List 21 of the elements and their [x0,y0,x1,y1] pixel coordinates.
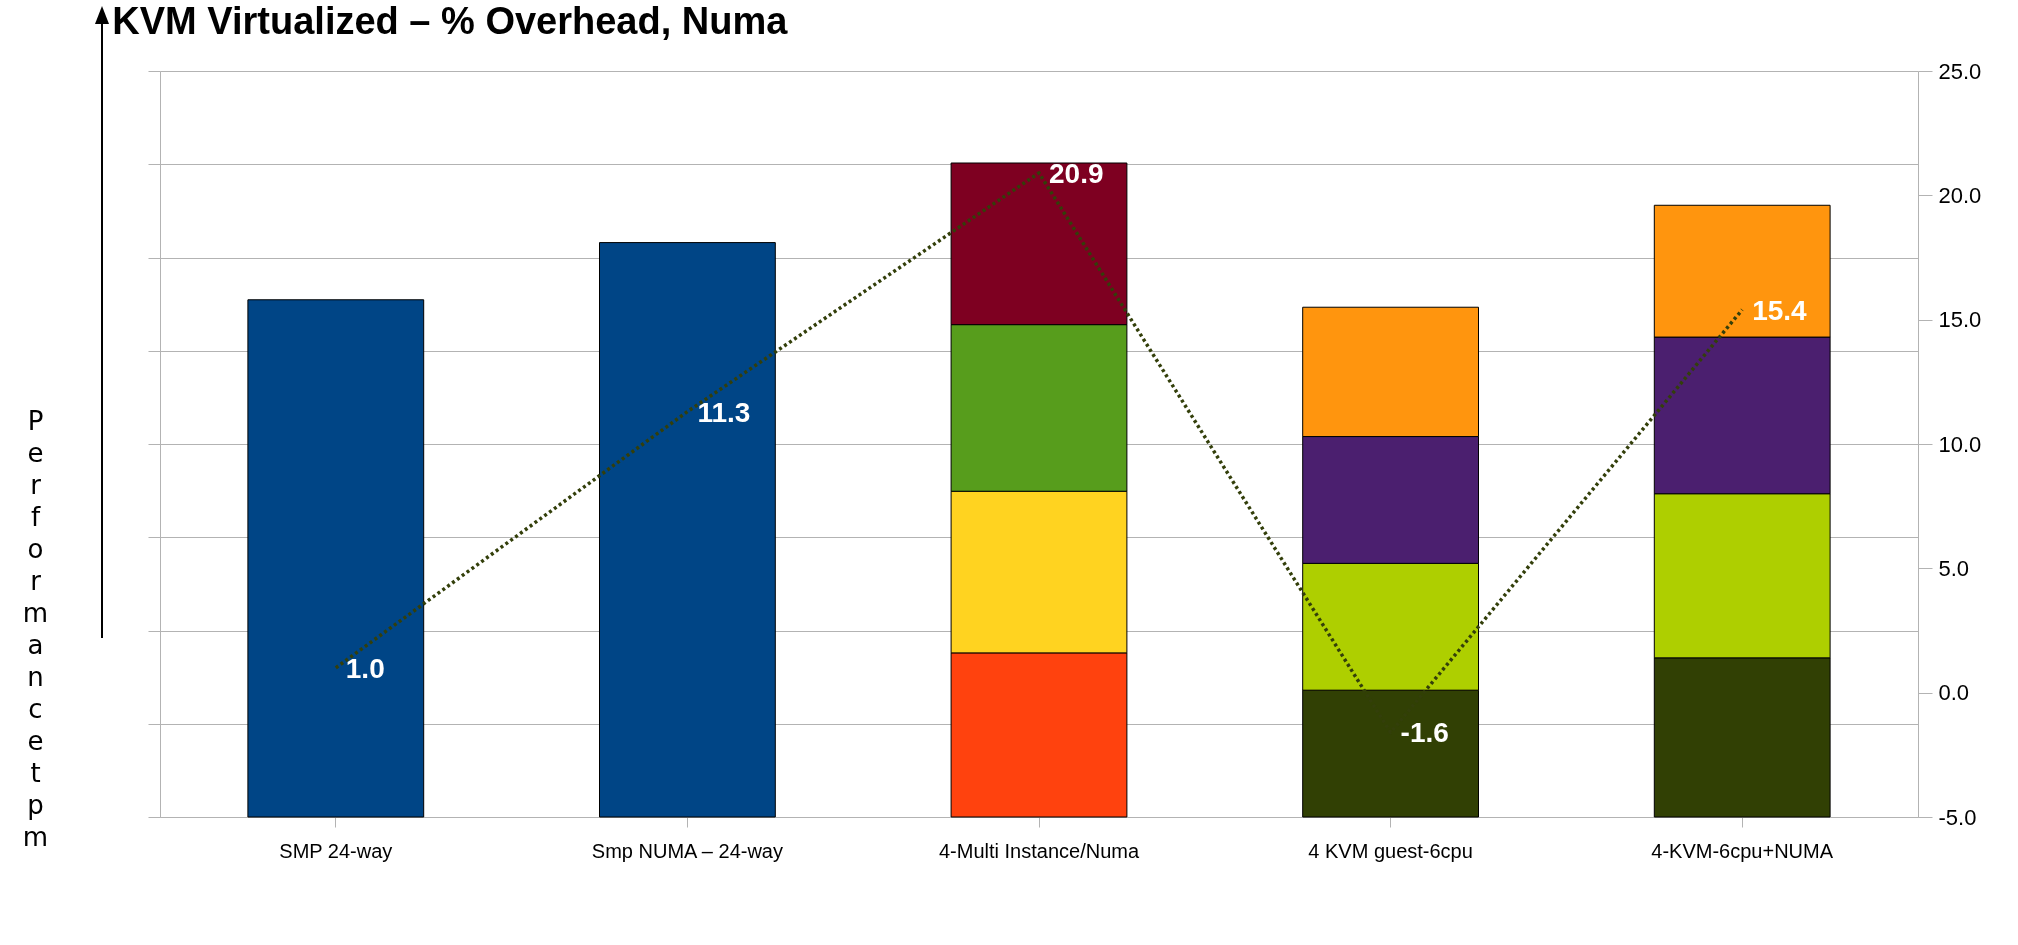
text: Performance tpm [22,405,49,852]
bar [599,242,776,818]
y2-tick-label: 0.0 [1938,680,1970,706]
data-label: 11.3 [697,396,751,428]
x-tick-label: SMP 24-way [279,839,393,862]
y2-tick-label: -5.0 [1938,804,1977,830]
x-tick-label: 4 KVM guest-6cpu [1308,839,1473,862]
bar [247,299,425,818]
y2-tick-label: 5.0 [1938,555,1970,581]
x-tick-label: 4-Multi Instance/Numa [938,839,1140,862]
chart-title: KVM Virtualized – % Overhead, Numa [112,0,789,42]
x-tick-label: Smp NUMA – 24-way [591,839,783,862]
x-tick-label: 4-KVM-6cpu+NUMA [1651,839,1834,862]
y2-tick-label: 15.0 [1938,307,1982,333]
data-label: 20.9 [1049,157,1104,189]
data-label: 1.0 [345,652,385,684]
data-label: 15.4 [1752,294,1808,326]
y2-tick-label: 25.0 [1938,58,1982,84]
y2-tick-label: 20.0 [1938,182,1982,208]
data-label: -1.6 [1400,717,1449,749]
y2-tick-label: 10.0 [1938,431,1982,457]
